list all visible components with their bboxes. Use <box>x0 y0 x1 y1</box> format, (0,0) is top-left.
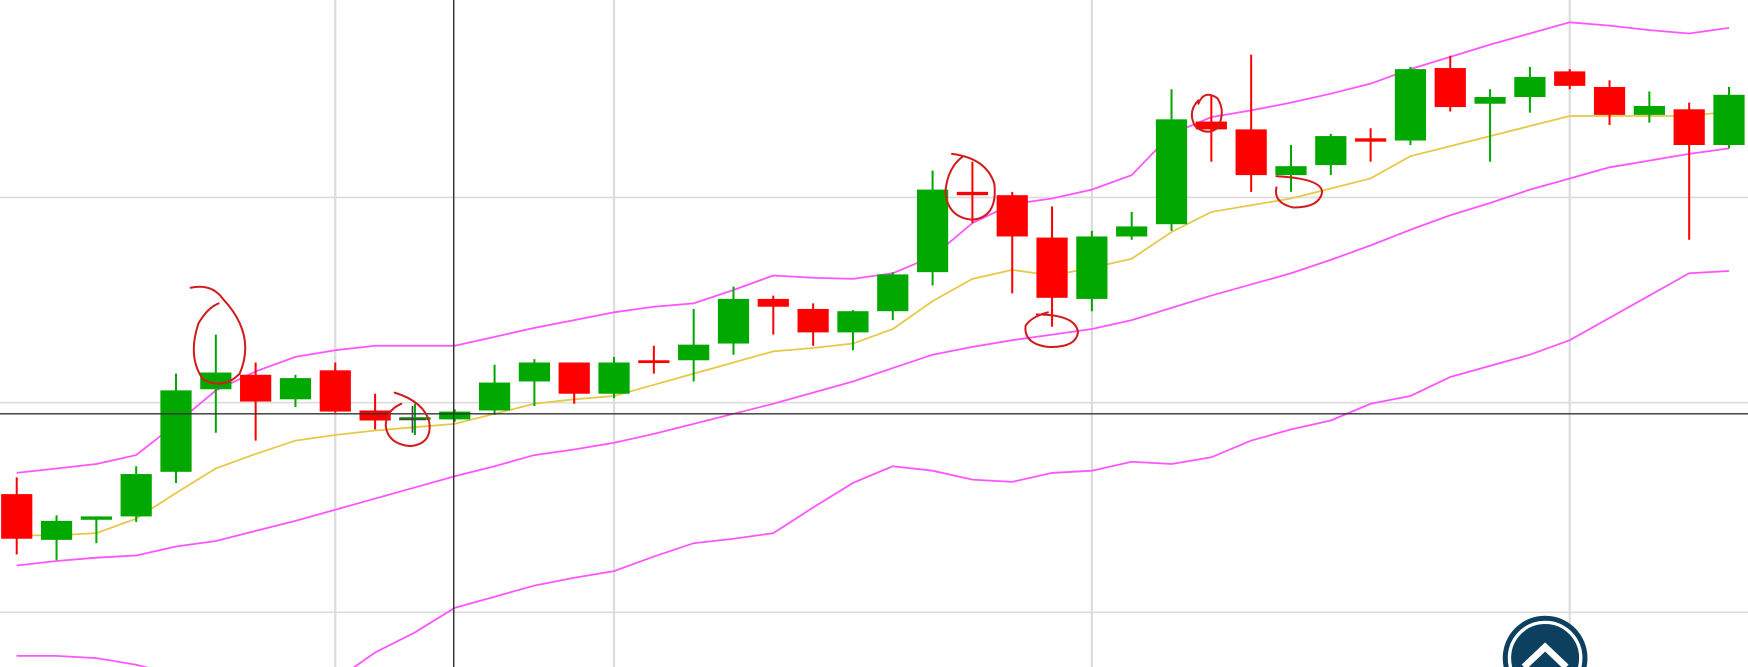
candle-body <box>996 195 1028 237</box>
candle-body <box>1275 166 1307 176</box>
candle-body <box>40 520 73 540</box>
annotation-circle <box>384 391 431 448</box>
candle-body <box>1593 87 1626 115</box>
indicator-lines <box>16 21 1730 667</box>
candle-body <box>1 494 33 539</box>
candle-body <box>877 274 909 312</box>
candle-body <box>1713 94 1745 145</box>
candle-body <box>200 372 232 390</box>
indicator-line <box>16 110 1730 537</box>
candle-body <box>956 191 989 196</box>
candle-body <box>1554 71 1586 86</box>
button-chevron <box>1521 642 1569 667</box>
candle-body <box>558 362 590 394</box>
candle-body <box>1633 105 1665 115</box>
indicator-line <box>16 21 1730 474</box>
candle-body <box>1235 129 1267 176</box>
candle-body <box>439 411 471 420</box>
candle-body <box>638 360 670 364</box>
candle-body <box>1355 138 1387 142</box>
candle-body <box>240 374 272 402</box>
candle-body <box>120 474 152 517</box>
candle-body <box>319 370 351 412</box>
annotation-circle <box>1190 93 1223 133</box>
candle-body <box>1155 119 1188 225</box>
candles <box>1 54 1745 560</box>
candle-body <box>1673 109 1705 145</box>
candle-body <box>518 362 550 382</box>
annotation-circle <box>1024 311 1080 348</box>
candle-body <box>1195 121 1227 130</box>
candle-body <box>1474 97 1506 104</box>
candle-body <box>160 390 192 472</box>
candle-body <box>80 516 112 520</box>
indicator-line <box>16 147 1730 567</box>
candle-body <box>1394 69 1427 141</box>
candle-body <box>1076 236 1108 299</box>
button-ring <box>1507 620 1583 667</box>
candle-body <box>837 311 869 333</box>
candle-body <box>478 382 511 411</box>
annotation-circle <box>1274 175 1324 209</box>
candle-body <box>359 410 391 421</box>
candle-body <box>1315 136 1347 166</box>
cursor-cross <box>399 406 426 433</box>
candle-body <box>717 298 750 344</box>
candle-body <box>916 189 949 273</box>
candle-body <box>797 308 829 333</box>
scroll-top-button[interactable] <box>1502 615 1588 667</box>
candle-body <box>678 344 710 361</box>
candle-body <box>279 378 312 400</box>
candle-body <box>757 298 789 307</box>
candle-body <box>1434 68 1466 108</box>
annotation-circle <box>944 152 996 221</box>
annotations <box>189 93 1324 448</box>
candle-body <box>598 362 630 394</box>
candle-body <box>1514 76 1546 98</box>
annotation-circle <box>189 285 247 385</box>
candle-body <box>1116 226 1148 237</box>
indicator-line <box>16 270 1730 667</box>
candle-body <box>1036 237 1068 298</box>
